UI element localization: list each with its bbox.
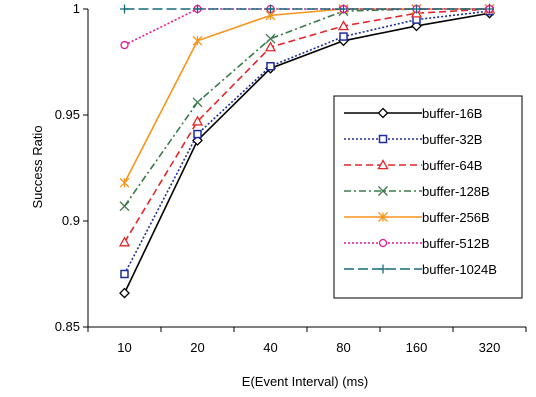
plus-marker — [485, 4, 494, 14]
x-tick-label: 10 — [117, 340, 131, 355]
star-marker — [119, 177, 130, 188]
x-tick-label: 40 — [263, 340, 277, 355]
series-line — [123, 8, 490, 207]
legend-label: buffer-32B — [422, 132, 482, 147]
x-tick-label: 80 — [336, 340, 350, 355]
legend-entry: buffer-256B — [344, 210, 490, 225]
plus-marker — [120, 4, 129, 14]
series-layer — [118, 3, 496, 299]
circle-marker — [120, 40, 129, 50]
y-tick-label: 0.95 — [55, 107, 80, 122]
square-marker — [120, 269, 129, 279]
legend-label: buffer-1024B — [422, 262, 497, 277]
x-marker — [192, 97, 203, 108]
legend-box — [333, 95, 523, 299]
legend-entry: buffer-16B — [344, 106, 482, 121]
legend-label: buffer-512B — [422, 236, 490, 251]
square-marker — [339, 32, 348, 41]
y-tick-label: 0.85 — [55, 319, 80, 334]
legend-label: buffer-64B — [422, 158, 482, 173]
plus-marker — [339, 4, 348, 14]
series-line — [123, 10, 490, 275]
series-buffer-1024B — [120, 4, 494, 14]
legend-label: buffer-128B — [422, 184, 490, 199]
square-marker — [193, 129, 202, 139]
x-tick-label: 160 — [406, 340, 428, 355]
star-marker — [192, 35, 203, 46]
triangle-marker — [337, 20, 350, 31]
x-marker — [265, 33, 276, 44]
x-axis-title: E(Event Interval) (ms) — [242, 374, 368, 389]
circle-marker — [378, 238, 388, 248]
triangle-marker — [118, 236, 131, 247]
y-tick-label: 1 — [73, 1, 80, 16]
legend-label: buffer-256B — [422, 210, 490, 225]
legend-entry: buffer-32B — [344, 132, 482, 147]
star-marker — [378, 212, 388, 222]
square-marker — [378, 134, 388, 144]
x-tick-label: 20 — [190, 340, 204, 355]
legend-label: buffer-16B — [422, 106, 482, 121]
series-line — [123, 12, 490, 294]
diamond-marker — [119, 287, 130, 299]
legend-entry: buffer-1024B — [344, 262, 497, 277]
plus-marker — [193, 4, 202, 14]
diamond-marker — [377, 107, 389, 119]
plus-marker — [412, 4, 421, 14]
triangle-marker — [377, 159, 389, 170]
x-marker — [119, 201, 130, 212]
legend-entry: buffer-512B — [344, 236, 490, 251]
series-line — [123, 8, 490, 243]
y-tick-label: 0.9 — [62, 213, 80, 228]
triangle-marker — [264, 41, 277, 52]
x-marker — [378, 186, 388, 196]
plus-marker — [378, 264, 388, 274]
plus-marker — [266, 4, 275, 14]
legend-entry: buffer-128B — [344, 184, 490, 199]
legend-entry: buffer-64B — [344, 158, 482, 173]
y-axis-title: Success Ratio — [30, 125, 45, 208]
square-marker — [266, 61, 275, 71]
x-tick-label: 320 — [479, 340, 501, 355]
series-line — [124, 8, 490, 46]
axes-layer: 0.85 0.9 0.95 1 10 20 40 80 160 320 — [55, 1, 527, 355]
triangle-marker — [191, 115, 204, 126]
legend: buffer-16B buffer-32B buffer-64B buffer-128… — [333, 95, 523, 299]
